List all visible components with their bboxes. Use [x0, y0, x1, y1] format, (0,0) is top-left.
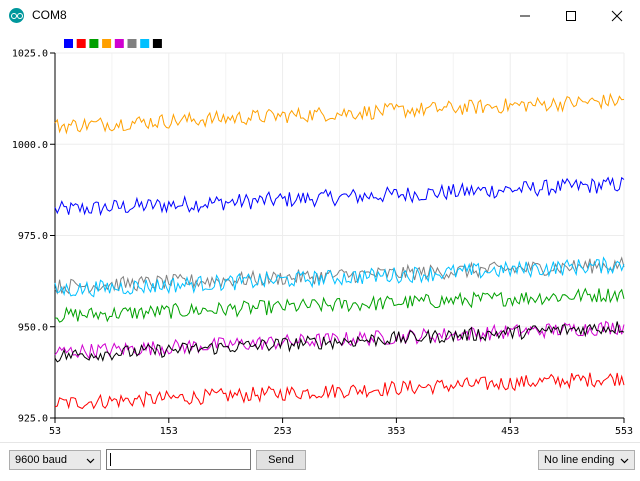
x-tick-label: 253 — [274, 426, 292, 437]
minimize-icon — [520, 15, 530, 16]
serial-input[interactable] — [106, 449, 251, 470]
line-ending-value: No line ending — [544, 454, 615, 466]
x-tick-label: 53 — [49, 426, 61, 437]
y-tick-label: 1025.0 — [12, 49, 48, 60]
plot-chart: 925.0 950.0 975.0 1000.0 1025.0 53 153 253 353 45… — [12, 39, 633, 437]
legend-swatch — [64, 39, 73, 48]
chevron-down-icon — [86, 458, 95, 464]
baud-select-value: 9600 baud — [15, 454, 67, 466]
series-line-6 — [54, 256, 625, 295]
window-title: COM8 — [32, 8, 67, 22]
x-tick-label: 353 — [387, 426, 405, 437]
y-tick-label: 1000.0 — [12, 140, 48, 151]
y-tick-label: 950.0 — [18, 322, 48, 333]
legend-swatch — [102, 39, 112, 48]
serial-plotter: 925.0 950.0 975.0 1000.0 1025.0 53 153 253 353 45… — [0, 31, 640, 441]
close-button[interactable] — [594, 0, 640, 31]
title-bar: COM8 — [0, 0, 640, 31]
maximize-icon — [566, 10, 576, 21]
series-line-3 — [54, 287, 625, 323]
legend-swatch — [140, 39, 150, 48]
arduino-icon — [9, 8, 24, 23]
x-tick-label: 153 — [160, 426, 178, 437]
y-tick-label: 925.0 — [18, 414, 48, 425]
y-tick-label: 975.0 — [18, 231, 48, 242]
legend-swatch — [114, 39, 124, 48]
legend-swatch — [127, 39, 137, 48]
minimize-button[interactable] — [502, 0, 548, 31]
close-icon — [611, 10, 623, 21]
chevron-down-icon — [620, 458, 629, 464]
x-tick-label: 453 — [501, 426, 519, 437]
line-ending-select[interactable]: No line ending — [538, 450, 635, 470]
series-line-8 — [54, 321, 625, 363]
maximize-button[interactable] — [548, 0, 594, 31]
legend-swatch — [89, 39, 99, 48]
series-line-7 — [54, 256, 625, 298]
send-button[interactable]: Send — [256, 450, 306, 470]
text-caret — [110, 453, 111, 466]
x-tick-label: 553 — [615, 426, 633, 437]
series-line-2 — [54, 372, 625, 410]
series-line-4 — [54, 92, 625, 135]
baud-select[interactable]: 9600 baud — [9, 450, 101, 470]
series-line-1 — [54, 176, 625, 217]
legend-swatch — [76, 39, 86, 48]
legend-swatch — [152, 39, 162, 48]
